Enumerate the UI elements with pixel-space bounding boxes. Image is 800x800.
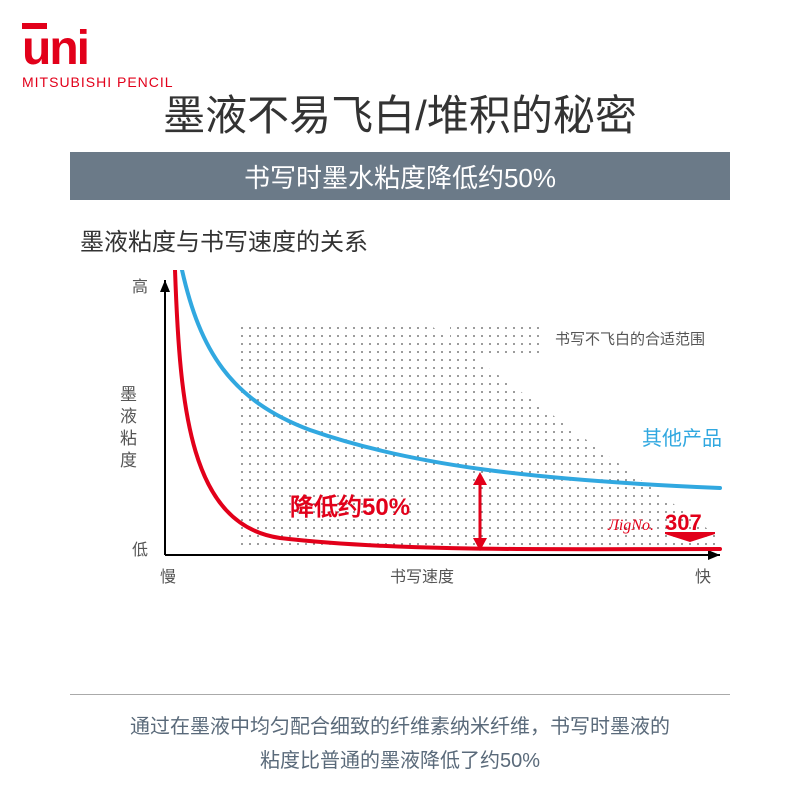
svg-text:uni: uni [22, 22, 88, 68]
chart-subtitle: 墨液粘度与书写速度的关系 [80, 222, 368, 257]
brand-logo: uni MITSUBISHI PENCIL [22, 18, 174, 90]
viscosity-chart: 书写不飞白的合适范围 高低 墨液粘度慢 书写速度 快 其他产品 ЛigNo. 307 降低约50… [80, 270, 740, 600]
svg-text:慢: 慢 [160, 568, 176, 586]
svg-text:粘: 粘 [120, 429, 137, 448]
svg-text:降低约50%: 降低约50% [290, 493, 410, 521]
banner-text: 书写时墨水粘度降低约50% [244, 158, 556, 195]
svg-text:墨: 墨 [120, 385, 137, 404]
description-line1: 通过在墨液中均匀配合细致的纤维素纳米纤维，书写时墨液的 [0, 710, 800, 744]
svg-text:书写不飞白的合适范围: 书写不飞白的合适范围 [555, 331, 705, 348]
svg-text:快: 快 [695, 568, 711, 586]
svg-text:低: 低 [132, 541, 148, 559]
description-line2: 粘度比普通的墨液降低了约50% [0, 744, 800, 778]
svg-text:ЛigNo.: ЛigNo. [607, 517, 654, 534]
svg-text:高: 高 [132, 278, 148, 296]
logo-wordmark: uni [22, 18, 174, 72]
svg-text:度: 度 [120, 451, 137, 470]
svg-text:其他产品: 其他产品 [642, 427, 722, 450]
description-text: 通过在墨液中均匀配合细致的纤维素纳米纤维，书写时墨液的 粘度比普通的墨液降低了约… [0, 710, 800, 778]
svg-text:液: 液 [120, 407, 137, 426]
headline: 墨液不易飞白/堆积的秘密 [0, 82, 800, 143]
svg-text:307: 307 [665, 510, 702, 535]
banner-strip: 书写时墨水粘度降低约50% [70, 152, 730, 200]
divider-line [70, 694, 730, 695]
svg-text:书写速度: 书写速度 [390, 568, 454, 586]
